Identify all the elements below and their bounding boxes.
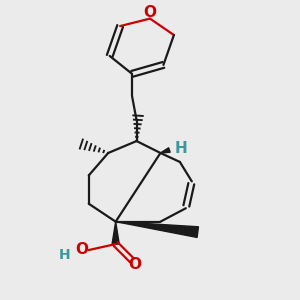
Text: O: O <box>143 4 157 20</box>
Text: H: H <box>175 141 188 156</box>
Text: H: H <box>58 248 70 262</box>
Polygon shape <box>116 222 199 238</box>
Polygon shape <box>112 222 119 244</box>
Polygon shape <box>160 148 170 153</box>
Text: O: O <box>76 242 89 257</box>
Text: O: O <box>129 256 142 272</box>
